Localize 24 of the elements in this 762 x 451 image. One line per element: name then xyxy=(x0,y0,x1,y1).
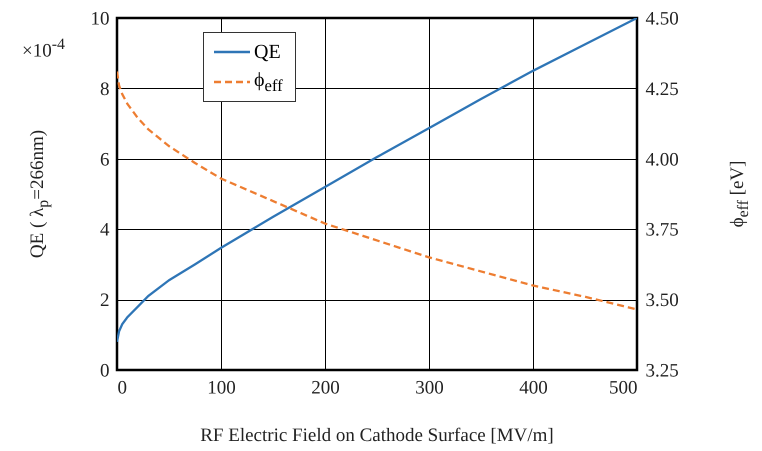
y2-tick-label: 4.50 xyxy=(646,8,679,30)
line-series xyxy=(117,70,637,311)
y-tick-label: 4 xyxy=(100,220,110,241)
y-tick-label: 0 xyxy=(100,360,110,382)
y-tick-label: 2 xyxy=(100,290,110,312)
line-series xyxy=(117,18,637,343)
x-tick-label: 100 xyxy=(207,378,236,398)
y-tick-label: 8 xyxy=(100,78,110,100)
y2-tick-label: 4.25 xyxy=(646,78,679,100)
y-tick-label: 6 xyxy=(100,149,110,170)
y2-tick-label: 3.50 xyxy=(646,290,679,312)
x-tick-label: 200 xyxy=(311,378,340,398)
legend-label: QE xyxy=(254,40,281,64)
x-tick-label: 0 xyxy=(118,378,127,398)
text: ×10$^{-4}$ xyxy=(22,36,65,62)
x-tick-label: 500 xyxy=(609,378,638,398)
legend-label: ϕ$_{eff}$ xyxy=(254,68,283,96)
x-tick-label: 400 xyxy=(519,378,548,398)
x-axis-title: RF Electric Field on Cathode Surface [MV/m] xyxy=(200,425,554,447)
y-tick-label: 10 xyxy=(90,8,110,30)
y2-tick-label: 3.75 xyxy=(646,220,679,241)
y2-tick-label: 3.25 xyxy=(646,360,679,382)
y2-tick-label: 4.00 xyxy=(646,149,679,170)
x-tick-label: 300 xyxy=(415,378,444,398)
